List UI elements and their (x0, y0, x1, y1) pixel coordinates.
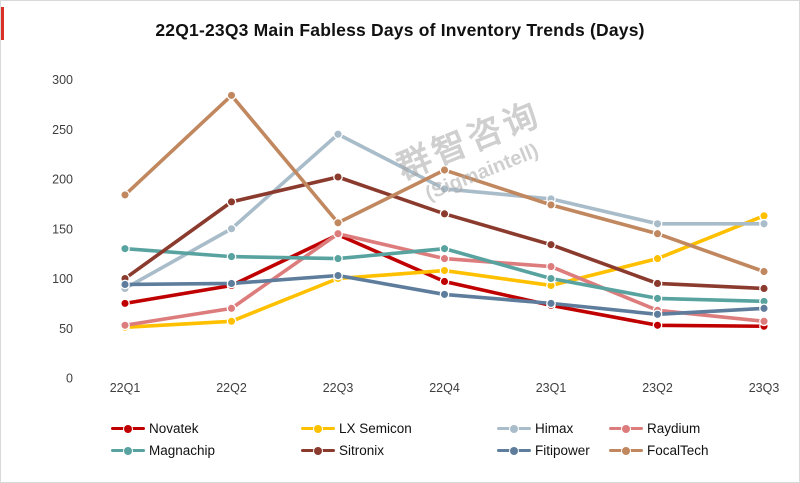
legend-label: FocalTech (647, 443, 709, 458)
x-tick-label-22q3: 22Q3 (323, 381, 354, 395)
legend-line-dot-icon (111, 424, 145, 433)
legend-line-dot-icon (497, 424, 531, 433)
legend-item-sitronix: Sitronix (301, 443, 497, 458)
data-point-fitipower-22q4 (439, 289, 450, 300)
x-tick-label-22q2: 22Q2 (216, 381, 247, 395)
chart-legend: Novatek LX Semicon Himax Raydium Magnachip Si… (111, 421, 781, 458)
legend-line-dot-icon (497, 446, 531, 455)
legend-line-dot-icon (609, 424, 643, 433)
data-point-fitipower-23q3 (759, 303, 769, 314)
data-point-raydium-22q1 (120, 320, 130, 331)
data-point-magnachip-22q1 (120, 243, 130, 254)
data-point-himax-23q3 (759, 218, 769, 229)
data-point-focaltech-23q1 (546, 200, 556, 210)
data-point-lx-semicon-23q3 (759, 210, 769, 221)
legend-line-dot-icon (301, 446, 335, 455)
x-tick-label-23q2: 23Q2 (642, 381, 673, 395)
y-tick-label: 300 (52, 73, 73, 87)
data-point-magnachip-23q1 (546, 273, 556, 284)
data-point-sitronix-22q3 (333, 172, 343, 182)
y-tick-label: 150 (52, 222, 73, 236)
data-point-lx-semicon-22q4 (439, 265, 450, 276)
data-point-novatek-22q4 (439, 276, 450, 287)
data-point-magnachip-22q2 (226, 251, 237, 262)
data-point-raydium-23q1 (546, 261, 556, 272)
legend-item-focaltech: FocalTech (609, 443, 781, 458)
data-point-himax-22q3 (333, 129, 343, 140)
legend-label: Fitipower (535, 443, 590, 458)
data-point-focaltech-22q4 (439, 165, 450, 175)
legend-label: LX Semicon (339, 421, 412, 436)
chart-title: 22Q1-23Q3 Main Fabless Days of Inventory… (155, 20, 645, 40)
data-point-sitronix-22q2 (226, 197, 237, 207)
x-tick-label-22q1: 22Q1 (110, 381, 141, 395)
data-point-fitipower-22q2 (226, 278, 237, 289)
data-point-magnachip-23q2 (652, 293, 663, 304)
x-tick-label-23q3: 23Q3 (749, 381, 780, 395)
data-point-magnachip-22q3 (333, 253, 343, 264)
y-tick-label: 50 (59, 322, 73, 336)
data-point-fitipower-22q1 (120, 279, 130, 290)
data-point-sitronix-22q4 (439, 208, 450, 219)
data-point-sitronix-23q1 (546, 239, 556, 250)
x-tick-label-22q4: 22Q4 (429, 381, 460, 395)
y-tick-label: 0 (66, 372, 73, 386)
legend-label: Magnachip (149, 443, 216, 458)
data-point-focaltech-23q3 (759, 266, 769, 277)
data-point-fitipower-23q2 (652, 309, 663, 320)
data-point-himax-22q2 (226, 223, 237, 234)
data-point-focaltech-22q3 (333, 217, 343, 228)
y-tick-label: 100 (52, 272, 73, 286)
legend-line-dot-icon (111, 446, 145, 455)
data-point-lx-semicon-23q2 (652, 253, 663, 264)
legend-item-raydium: Raydium (609, 421, 781, 436)
data-point-novatek-22q1 (120, 298, 130, 309)
legend-label: Himax (535, 421, 574, 436)
data-point-focaltech-22q2 (226, 90, 237, 101)
data-point-raydium-22q3 (333, 228, 343, 239)
data-point-novatek-23q2 (652, 320, 663, 331)
legend-line-dot-icon (301, 424, 335, 433)
x-tick-label-23q1: 23Q1 (536, 381, 567, 395)
y-tick-label: 250 (52, 123, 73, 137)
data-point-lx-semicon-22q2 (226, 316, 237, 327)
legend-item-magnachip: Magnachip (111, 443, 301, 458)
legend-label: Raydium (647, 421, 701, 436)
data-point-raydium-23q3 (759, 316, 769, 327)
data-point-sitronix-23q3 (759, 283, 769, 294)
data-point-sitronix-23q2 (652, 278, 663, 289)
legend-label: Novatek (149, 421, 199, 436)
red-edge-artifact (1, 7, 4, 40)
data-point-focaltech-22q1 (120, 190, 130, 200)
legend-item-fitipower: Fitipower (497, 443, 609, 458)
data-point-raydium-22q4 (439, 253, 450, 264)
data-point-magnachip-22q4 (439, 243, 450, 254)
legend-item-himax: Himax (497, 421, 609, 436)
y-tick-label: 200 (52, 173, 73, 187)
legend-item-lx-semicon: LX Semicon (301, 421, 497, 436)
legend-line-dot-icon (609, 446, 643, 455)
data-point-raydium-22q2 (226, 303, 237, 314)
data-point-himax-23q2 (652, 218, 663, 229)
data-point-fitipower-22q3 (333, 270, 343, 281)
legend-label: Sitronix (339, 443, 385, 458)
data-point-fitipower-23q1 (546, 298, 556, 309)
legend-item-novatek: Novatek (111, 421, 301, 436)
data-point-focaltech-23q2 (652, 228, 663, 239)
data-point-himax-22q4 (439, 184, 450, 194)
